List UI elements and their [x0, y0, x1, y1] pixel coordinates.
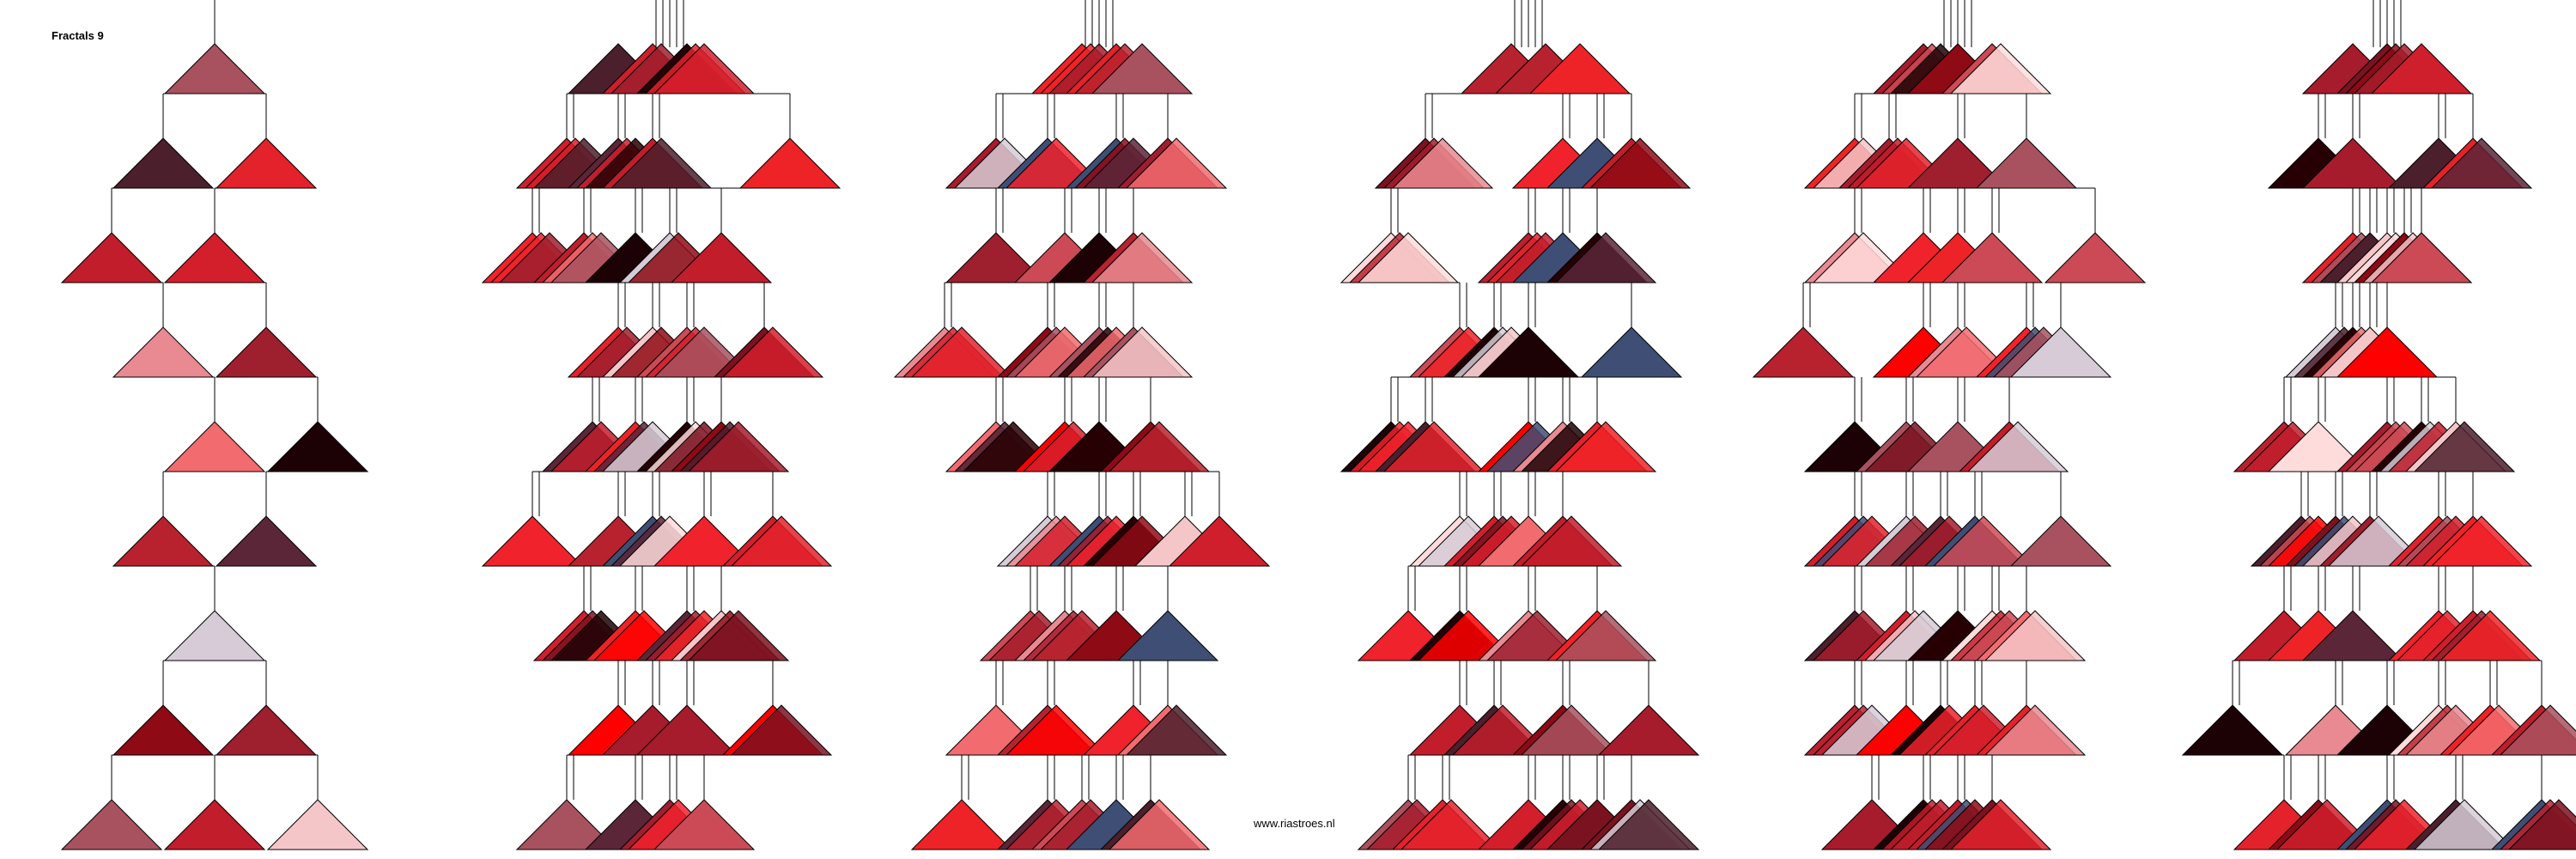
triangle-shape: [2044, 232, 2147, 283]
triangle-shape: [910, 799, 1013, 850]
page-title: Fractals 9: [52, 29, 104, 42]
triangle-shape: [2499, 704, 2576, 756]
triangle-shape: [112, 704, 215, 756]
triangle-shape: [1391, 137, 1494, 189]
triangle-shape: [163, 799, 266, 850]
site-credit: www.riastroes.nl: [1254, 817, 1335, 830]
triangle-shape: [112, 137, 215, 189]
triangle-shape: [1125, 704, 1228, 756]
triangle-shape: [1949, 799, 2052, 850]
triangle-shape: [163, 232, 266, 283]
triangle-shape: [730, 704, 833, 756]
triangle-shape: [1984, 704, 2087, 756]
triangle-shape: [2009, 326, 2112, 378]
triangle-shape: [1005, 704, 1108, 756]
triangle-shape: [1580, 326, 1683, 378]
triangle-shape: [515, 799, 618, 850]
triangle-shape: [266, 799, 369, 850]
triangle-shape: [2181, 704, 2284, 756]
panel-6: [2181, 0, 2576, 850]
triangle-shape: [266, 421, 369, 472]
triangle-shape: [653, 799, 756, 850]
triangle-shape: [721, 326, 824, 378]
triangle-shape: [112, 515, 215, 567]
triangle-shape: [2507, 799, 2576, 850]
triangle-shape: [60, 232, 163, 283]
triangle-shape: [215, 137, 318, 189]
triangle-shape: [2413, 799, 2516, 850]
triangle-shape: [1597, 704, 1700, 756]
triangle-shape: [610, 137, 713, 189]
panel-3: [893, 0, 1271, 850]
panel-2: [481, 0, 841, 850]
panel-1: [60, 0, 369, 850]
triangle-shape: [112, 326, 215, 378]
panel-5: [1752, 0, 2147, 850]
triangle-shape: [215, 326, 318, 378]
triangle-shape: [738, 137, 841, 189]
triangle-shape: [730, 515, 833, 567]
triangle-shape: [1125, 137, 1228, 189]
triangle-shape: [215, 515, 318, 567]
triangle-shape: [163, 43, 266, 94]
triangle-shape: [1168, 515, 1271, 567]
triangle-shape: [1589, 137, 1692, 189]
triangle-shape: [1108, 799, 1211, 850]
triangle-shape: [481, 515, 584, 567]
panel-4: [1340, 0, 1700, 850]
triangle-shape: [163, 610, 266, 661]
triangle-shape: [60, 799, 163, 850]
triangle-shape: [163, 421, 266, 472]
triangle-shape: [1597, 799, 1700, 850]
triangle-shape: [215, 704, 318, 756]
triangle-shape: [2430, 515, 2533, 567]
triangle-shape: [1752, 326, 1855, 378]
triangle-shape: [1091, 232, 1194, 283]
triangle-shape: [1400, 799, 1503, 850]
triangle-shape: [1554, 421, 1657, 472]
triangle-shape: [1975, 137, 2078, 189]
triangle-shape: [2009, 515, 2112, 567]
triangle-shape: [1984, 610, 2087, 661]
triangle-shape: [2370, 232, 2473, 283]
triangle-shape: [2430, 137, 2533, 189]
triangle-shape: [1554, 610, 1657, 661]
